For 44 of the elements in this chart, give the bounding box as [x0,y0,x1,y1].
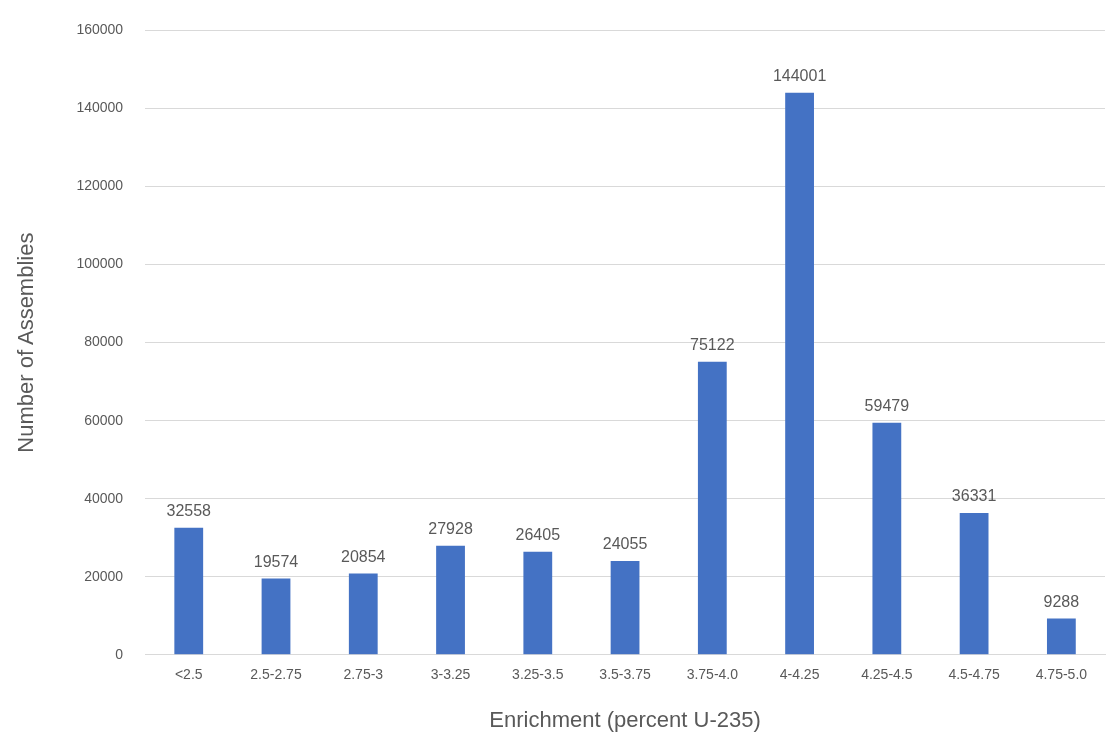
bar [610,560,640,655]
data-label: 26405 [515,526,561,544]
x-axis-title: Enrichment (percent U-235) [489,706,761,732]
data-label: 24055 [602,535,648,553]
bar [872,422,902,655]
bar [959,513,989,655]
x-tick-label: <2.5 [174,666,203,683]
bar [1046,618,1076,655]
data-label: 75122 [690,336,735,354]
data-label: 19574 [253,552,299,570]
y-tick-label: 120000 [76,177,124,194]
y-tick-label: 20000 [84,567,124,584]
x-tick-label: 4.25-4.5 [861,666,913,683]
data-label: 27928 [428,520,473,538]
x-tick-label: 3-3.25 [430,666,471,683]
y-tick-label: 60000 [84,411,124,428]
y-tick-label: 40000 [84,489,124,506]
y-axis-title: Number of Assemblies [13,232,39,453]
x-tick-label: 4.75-5.0 [1035,666,1088,683]
data-label: 144001 [772,67,827,85]
y-tick-label: 140000 [76,99,124,116]
y-tick-label: 160000 [76,21,124,38]
bar [523,551,553,655]
data-label: 36331 [951,487,997,505]
x-tick-label: 3.75-4.0 [686,666,739,683]
x-tick-label: 4.5-4.75 [948,666,1001,683]
x-tick-label: 3.5-3.75 [599,666,651,683]
x-tick-label: 2.75-3 [343,666,384,683]
bar [174,527,204,655]
bar [785,92,814,655]
y-tick-label: 0 [115,645,124,662]
x-tick-label: 3.25-3.5 [512,666,564,683]
x-tick-label: 4-4.25 [779,666,820,683]
bar [348,573,378,655]
bar [261,578,291,655]
y-tick-label: 80000 [84,333,124,350]
data-label: 59479 [864,397,910,415]
bar [697,361,727,655]
data-label: 20854 [341,547,386,565]
x-tick-label: 2.5-2.75 [250,666,302,683]
data-label: 9288 [1043,592,1080,610]
bar [436,545,465,655]
data-label: 32558 [166,502,212,520]
y-tick-label: 100000 [76,255,124,272]
